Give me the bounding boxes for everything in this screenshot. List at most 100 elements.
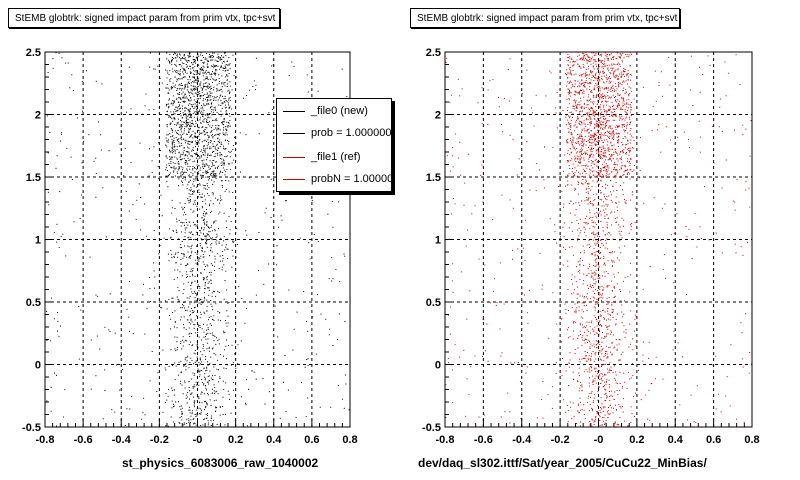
scatter-point	[190, 237, 192, 239]
scatter-point	[591, 203, 593, 205]
scatter-point	[609, 148, 611, 150]
scatter-point	[205, 188, 207, 190]
scatter-point	[607, 60, 609, 62]
scatter-point	[575, 119, 577, 121]
scatter-point	[180, 113, 181, 115]
scatter-point	[624, 166, 626, 168]
scatter-point	[588, 83, 590, 84]
scatter-point	[191, 231, 192, 233]
scatter-point	[209, 362, 211, 364]
scatter-point	[179, 88, 181, 90]
scatter-point	[595, 61, 597, 63]
scatter-point	[179, 124, 181, 126]
scatter-point	[606, 319, 607, 321]
scatter-point	[588, 182, 590, 184]
scatter-point	[606, 78, 608, 80]
scatter-point	[568, 103, 570, 105]
scatter-point	[594, 123, 596, 125]
scatter-point	[616, 348, 618, 350]
scatter-point	[186, 121, 188, 123]
scatter-point	[206, 369, 208, 371]
scatter-point	[601, 101, 603, 103]
scatter-point	[602, 375, 604, 377]
scatter-point	[595, 273, 597, 275]
scatter-point	[203, 418, 205, 420]
scatter-point	[203, 86, 205, 88]
scatter-point	[590, 79, 592, 81]
scatter-point	[600, 155, 602, 157]
scatter-point	[606, 101, 608, 103]
scatter-point	[627, 73, 629, 75]
scatter-point	[177, 238, 179, 240]
scatter-point	[317, 294, 318, 296]
scatter-point	[331, 257, 333, 259]
scatter-point	[566, 98, 568, 100]
scatter-point	[595, 344, 597, 346]
scatter-point	[220, 105, 222, 106]
scatter-point	[604, 133, 606, 135]
scatter-point	[176, 55, 178, 56]
scatter-point	[600, 366, 602, 367]
scatter-point	[174, 145, 176, 147]
scatter-point	[569, 66, 571, 68]
scatter-point	[184, 107, 186, 109]
scatter-point	[630, 128, 632, 129]
scatter-point	[629, 323, 631, 325]
scatter-point	[598, 204, 600, 206]
y-tick-label: 0.5	[26, 297, 41, 309]
scatter-point	[584, 351, 586, 352]
scatter-point	[176, 232, 178, 234]
scatter-point	[174, 253, 176, 255]
scatter-point	[591, 367, 592, 369]
scatter-point	[178, 64, 180, 66]
scatter-point	[205, 71, 206, 73]
scatter-point	[184, 382, 186, 384]
scatter-point	[180, 131, 182, 133]
scatter-point	[621, 81, 623, 83]
scatter-point	[181, 144, 183, 146]
scatter-point	[227, 69, 229, 71]
scatter-point	[212, 334, 214, 336]
scatter-point	[207, 139, 209, 141]
scatter-point	[213, 55, 214, 57]
scatter-point	[602, 121, 604, 123]
scatter-point	[172, 100, 174, 102]
scatter-point	[595, 143, 596, 145]
scatter-point	[197, 79, 199, 81]
scatter-point	[594, 199, 596, 200]
scatter-point	[211, 102, 213, 104]
scatter-point	[197, 284, 199, 286]
scatter-point	[617, 68, 619, 70]
scatter-point	[215, 97, 217, 99]
scatter-point	[222, 56, 224, 58]
scatter-point	[224, 133, 226, 135]
scatter-point	[571, 293, 573, 295]
scatter-point	[180, 319, 182, 321]
scatter-point	[598, 151, 600, 153]
scatter-point	[606, 286, 608, 288]
scatter-point	[56, 223, 58, 225]
scatter-point	[178, 161, 179, 162]
scatter-point	[178, 163, 180, 165]
scatter-point	[201, 339, 203, 341]
scatter-point	[227, 258, 229, 260]
scatter-point	[616, 74, 618, 76]
scatter-point	[176, 88, 178, 90]
scatter-point	[567, 329, 568, 331]
scatter-point	[584, 338, 586, 340]
scatter-point	[603, 258, 605, 259]
scatter-point	[160, 194, 162, 196]
scatter-point	[602, 128, 603, 130]
scatter-point	[223, 264, 225, 266]
scatter-point	[223, 117, 225, 119]
scatter-point	[596, 171, 598, 173]
scatter-point	[615, 175, 617, 177]
scatter-point	[219, 95, 221, 97]
scatter-point	[184, 387, 186, 389]
scatter-point	[202, 65, 204, 67]
scatter-point	[187, 319, 188, 321]
scatter-point	[271, 65, 273, 67]
scatter-point	[601, 408, 602, 410]
scatter-point	[197, 73, 199, 75]
scatter-point	[605, 198, 606, 200]
